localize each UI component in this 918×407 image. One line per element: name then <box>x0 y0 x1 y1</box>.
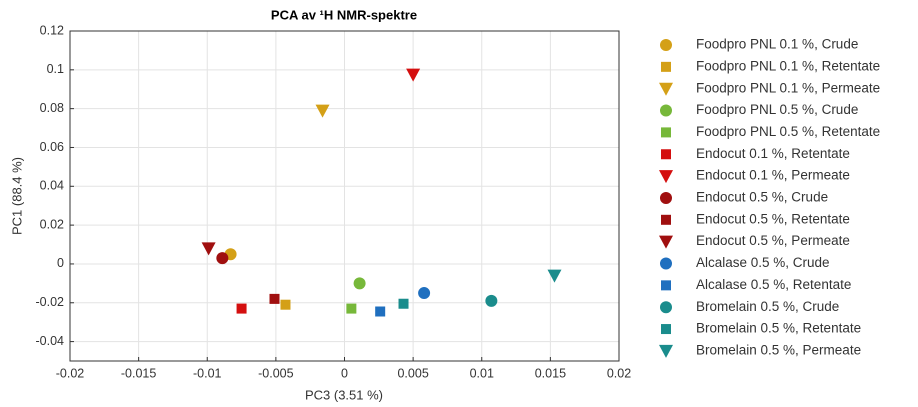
legend-label: Endocut 0.5 %, Crude <box>696 190 828 205</box>
x-tick-label: -0.01 <box>193 366 222 380</box>
legend-marker <box>660 191 672 204</box>
legend-label: Foodpro PNL 0.5 %, Retentate <box>696 124 880 139</box>
y-tick-label: 0.12 <box>40 23 64 37</box>
legend-marker <box>660 301 672 314</box>
legend-marker <box>661 61 671 72</box>
y-tick-label: 0.1 <box>47 62 64 76</box>
legend-marker <box>661 280 671 291</box>
legend-marker <box>660 39 672 51</box>
plot-frame <box>69 30 620 362</box>
legend-marker <box>659 235 673 249</box>
point <box>236 303 247 314</box>
legend-label: Endocut 0.5 %, Permeate <box>696 233 850 248</box>
x-tick-label: -0.02 <box>56 366 85 380</box>
x-tick-label: 0.02 <box>607 366 631 380</box>
y-tick-label: 0.04 <box>40 179 64 193</box>
x-tick-label: -0.005 <box>258 366 293 380</box>
legend-marker <box>661 214 671 225</box>
point <box>418 287 431 300</box>
legend-marker <box>659 82 673 96</box>
x-tick-label: 0.015 <box>535 366 566 380</box>
point <box>375 306 386 317</box>
legend-label: Foodpro PNL 0.1 %, Crude <box>696 37 858 52</box>
point <box>216 252 229 265</box>
chart-title: PCA av ¹H NMR-spektre <box>271 7 417 22</box>
legend-label: Foodpro PNL 0.5 %, Crude <box>696 102 858 117</box>
point <box>280 299 291 310</box>
y-tick-label: -0.04 <box>36 334 65 348</box>
legend-label: Alcalase 0.5 %, Crude <box>696 255 830 270</box>
x-tick-label: -0.015 <box>121 366 156 380</box>
y-tick-label: 0.06 <box>40 140 64 154</box>
y-axis-label: PC1 (88.4 %) <box>9 157 24 235</box>
point <box>201 242 216 256</box>
y-tick-label: 0.02 <box>40 217 64 231</box>
x-axis-label: PC3 (3.51 %) <box>305 387 383 402</box>
point <box>353 277 366 290</box>
legend-label: Bromelain 0.5 %, Crude <box>696 299 839 314</box>
point <box>346 303 357 314</box>
point <box>269 293 280 304</box>
legend-marker <box>661 149 671 160</box>
legend-label: Foodpro PNL 0.1 %, Retentate <box>696 58 880 73</box>
legend-label: Endocut 0.1 %, Permeate <box>696 168 850 183</box>
x-tick-label: 0 <box>341 366 348 380</box>
legend-marker <box>660 104 672 117</box>
y-tick-label: -0.02 <box>36 295 65 309</box>
point <box>315 104 330 118</box>
legend-marker <box>661 127 671 138</box>
legend-marker <box>659 170 673 184</box>
legend-label: Alcalase 0.5 %, Retentate <box>696 277 851 292</box>
x-tick-label: 0.005 <box>397 366 428 380</box>
y-tick-label: 0.08 <box>40 101 64 115</box>
legend-marker <box>660 257 672 270</box>
point <box>406 68 421 82</box>
legend-marker <box>659 344 673 358</box>
point <box>547 269 562 283</box>
legend-label: Endocut 0.5 %, Retentate <box>696 211 850 226</box>
legend-label: Foodpro PNL 0.1 %, Permeate <box>696 80 880 95</box>
legend-label: Endocut 0.1 %, Retentate <box>696 146 850 161</box>
point <box>485 294 498 307</box>
legend-label: Bromelain 0.5 %, Retentate <box>696 321 861 336</box>
x-tick-label: 0.01 <box>470 366 494 380</box>
legend-marker <box>661 324 671 335</box>
y-tick-label: 0 <box>57 256 64 270</box>
point <box>398 298 409 309</box>
legend-label: Bromelain 0.5 %, Permeate <box>696 342 861 357</box>
